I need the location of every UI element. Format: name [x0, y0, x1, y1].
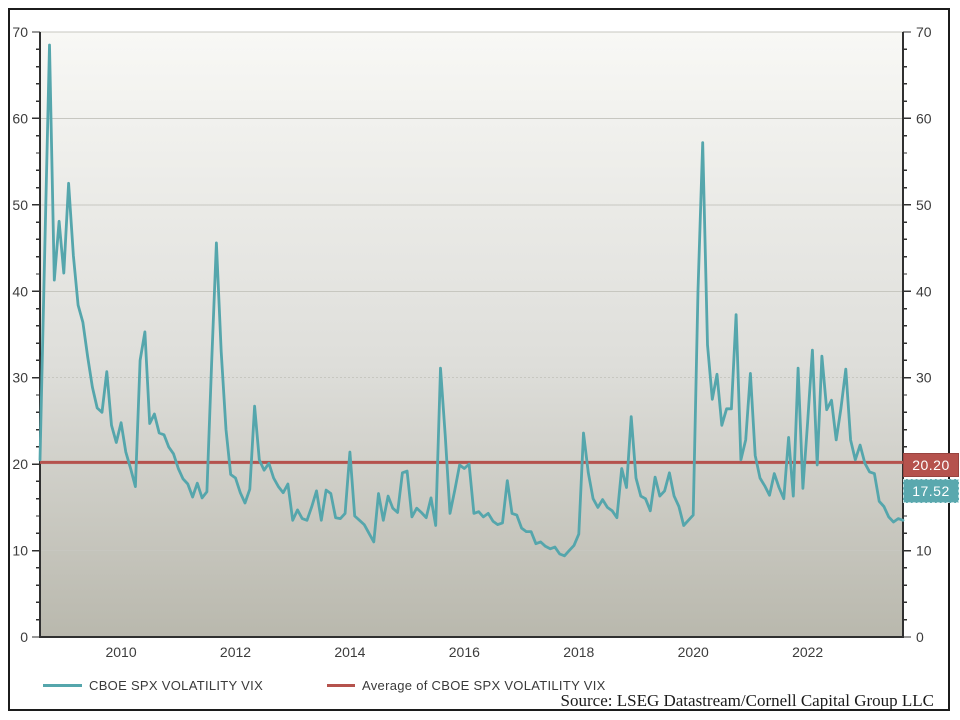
- series-line-swatch-icon: [43, 683, 82, 687]
- x-axis-year-label: 2010: [105, 644, 136, 660]
- y-axis-label-left: 0: [20, 629, 28, 645]
- legend-item-series: CBOE SPX VOLATILITY VIX: [43, 676, 263, 694]
- y-axis-label-left: 40: [12, 283, 28, 299]
- x-axis-year-label: 2014: [334, 644, 365, 660]
- average-value-badge: 20.20: [903, 453, 959, 477]
- x-axis-year-label: 2020: [678, 644, 709, 660]
- y-axis-label-right: 30: [916, 370, 932, 386]
- y-axis-label-left: 10: [12, 543, 28, 559]
- x-axis-year-label: 2022: [792, 644, 823, 660]
- x-axis-year-label: 2018: [563, 644, 594, 660]
- y-axis-label-left: 50: [12, 197, 28, 213]
- y-axis-label-right: 70: [916, 24, 932, 40]
- y-axis-label-left: 20: [12, 456, 28, 472]
- average-legend-label: Average of CBOE SPX VOLATILITY VIX: [362, 677, 606, 693]
- y-axis-label-left: 30: [12, 370, 28, 386]
- vix-series-line: [38, 43, 905, 558]
- y-axis-label-right: 50: [916, 197, 932, 213]
- source-attribution: Source: LSEG Datastream/Cornell Capital …: [560, 691, 934, 710]
- y-axis-label-right: 60: [916, 110, 932, 126]
- legend-item-average: Average of CBOE SPX VOLATILITY VIX: [327, 676, 606, 694]
- y-axis-label-right: 40: [916, 283, 932, 299]
- average-line-swatch-icon: [327, 683, 355, 687]
- y-axis-label-left: 60: [12, 110, 28, 126]
- x-axis-year-label: 2016: [449, 644, 480, 660]
- y-axis-label-right: 0: [916, 629, 924, 645]
- series-legend-label: CBOE SPX VOLATILITY VIX: [89, 677, 264, 693]
- latest-value-badge: 17.52: [903, 479, 959, 503]
- x-axis-year-label: 2012: [220, 644, 251, 660]
- y-axis-label-right: 10: [916, 543, 932, 559]
- y-axis-label-left: 70: [12, 24, 28, 40]
- chart-legend: CBOE SPX VOLATILITY VIX Average of CBOE …: [0, 676, 960, 694]
